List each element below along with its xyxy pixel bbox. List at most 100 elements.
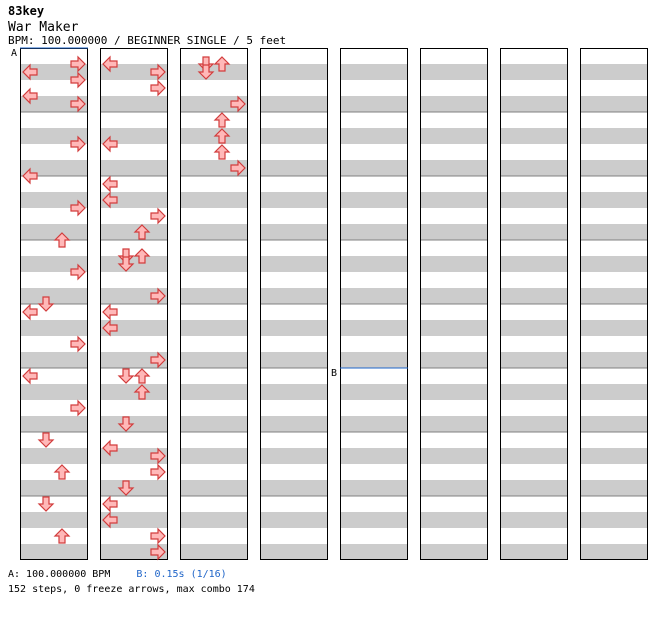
step-arrow-down — [37, 296, 55, 312]
step-arrow-left — [22, 167, 38, 185]
step-arrow-right — [70, 335, 86, 353]
beat-stripe — [260, 384, 328, 400]
beat-stripe — [500, 320, 568, 336]
beat-stripe — [580, 416, 648, 432]
beat-stripe — [180, 416, 248, 432]
beat-stripe — [20, 96, 88, 112]
beat-stripe — [260, 352, 328, 368]
step-arrow-left — [102, 511, 118, 529]
beat-stripe — [180, 320, 248, 336]
column-border — [500, 48, 568, 560]
step-arrow-left — [102, 175, 118, 193]
beat-stripe — [20, 160, 88, 176]
column-border — [580, 48, 648, 560]
beat-stripe — [500, 128, 568, 144]
beat-stripe — [420, 128, 488, 144]
beat-stripe — [180, 96, 248, 112]
beat-stripe — [260, 192, 328, 208]
footer-stats: 152 steps, 0 freeze arrows, max combo 17… — [8, 584, 255, 595]
step-arrow-left — [102, 135, 118, 153]
beat-stripe — [420, 96, 488, 112]
beat-stripe — [420, 512, 488, 528]
chart-column-2 — [100, 64, 168, 560]
beat-stripe — [580, 544, 648, 560]
beat-stripe — [180, 448, 248, 464]
beat-stripe — [180, 160, 248, 176]
footer-legend: A: 100.000000 BPM B: 0.15s (1/16) — [8, 569, 227, 580]
step-arrow-right — [70, 199, 86, 217]
beat-stripe — [340, 128, 408, 144]
step-arrow-left — [102, 55, 118, 73]
beat-stripe — [100, 352, 168, 368]
beat-stripe — [100, 480, 168, 496]
beat-stripe — [420, 416, 488, 432]
beat-stripe — [500, 416, 568, 432]
beat-stripe — [580, 96, 648, 112]
marker-label: B — [331, 368, 337, 379]
step-arrow-up — [53, 528, 71, 544]
beat-stripe — [100, 448, 168, 464]
beat-stripe — [420, 448, 488, 464]
beat-stripe — [100, 64, 168, 80]
beat-stripe — [500, 224, 568, 240]
chart-column-6 — [420, 64, 488, 560]
step-arrow-right — [70, 55, 86, 73]
beat-stripe — [500, 192, 568, 208]
beat-stripe — [20, 544, 88, 560]
beat-stripe — [580, 224, 648, 240]
beat-stripe — [100, 416, 168, 432]
step-arrow-up — [133, 368, 151, 384]
beat-stripe — [420, 320, 488, 336]
beat-stripe — [420, 288, 488, 304]
beat-stripe — [420, 224, 488, 240]
beat-stripe — [180, 256, 248, 272]
song-title: War Maker — [8, 20, 79, 35]
step-arrow-left — [22, 303, 38, 321]
beat-stripe — [100, 544, 168, 560]
beat-stripe — [340, 512, 408, 528]
beat-stripe — [260, 64, 328, 80]
step-arrow-right — [150, 527, 166, 545]
step-arrow-right — [150, 63, 166, 81]
beat-stripe — [100, 384, 168, 400]
chart-column-8 — [580, 64, 648, 560]
step-arrow-right — [150, 463, 166, 481]
beat-stripe — [420, 480, 488, 496]
beat-stripe — [420, 160, 488, 176]
beat-stripe — [180, 192, 248, 208]
step-arrow-down — [117, 416, 135, 432]
beat-stripe — [580, 352, 648, 368]
beat-stripe — [500, 480, 568, 496]
beat-stripe — [420, 64, 488, 80]
step-arrow-down — [37, 432, 55, 448]
beat-stripe — [580, 128, 648, 144]
bpm-label: A: 100.000000 BPM — [8, 569, 111, 580]
beat-stripe — [260, 480, 328, 496]
step-arrow-down — [37, 496, 55, 512]
step-arrow-right — [150, 79, 166, 97]
step-arrow-up — [53, 232, 71, 248]
site-name: 83key — [8, 4, 45, 18]
column-border — [100, 48, 168, 560]
beat-stripe — [260, 256, 328, 272]
beat-stripe — [180, 224, 248, 240]
beat-stripe — [420, 352, 488, 368]
beat-stripe — [500, 544, 568, 560]
step-arrow-right — [150, 207, 166, 225]
beat-stripe — [180, 384, 248, 400]
beat-stripe — [260, 320, 328, 336]
beat-stripe — [260, 512, 328, 528]
step-arrow-left — [22, 367, 38, 385]
beat-stripe — [100, 288, 168, 304]
beat-stripe — [340, 224, 408, 240]
beat-stripe — [340, 448, 408, 464]
step-arrow-down — [197, 64, 215, 80]
step-arrow-left — [22, 87, 38, 105]
chart-column-4 — [260, 64, 328, 560]
chart-column-5 — [340, 64, 408, 560]
beat-stripe — [340, 192, 408, 208]
beat-stripe — [260, 224, 328, 240]
column-border — [180, 48, 248, 560]
step-arrow-left — [102, 319, 118, 337]
